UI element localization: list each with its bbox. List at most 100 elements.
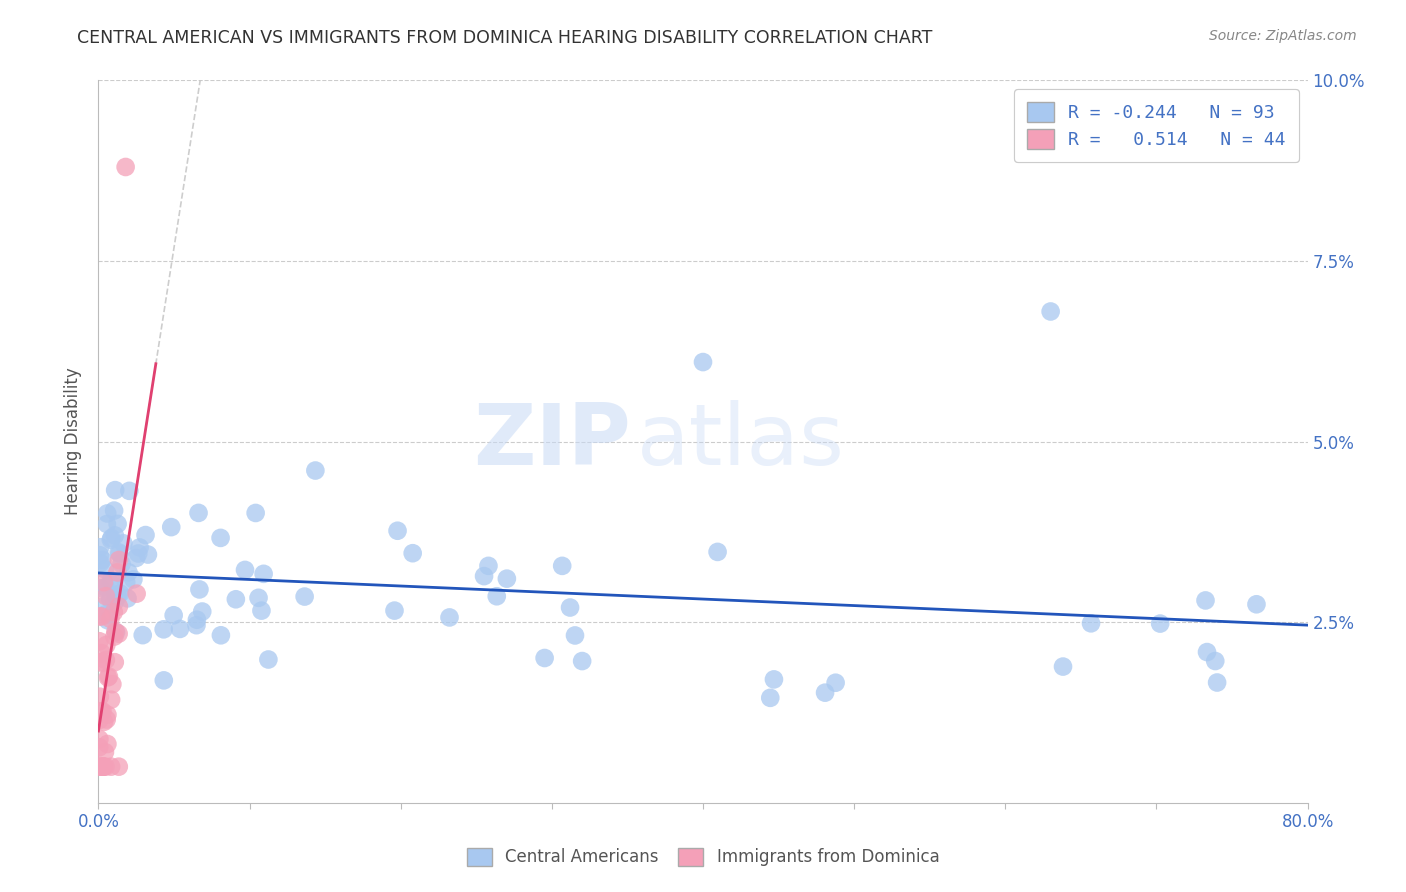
Point [551,558,574,573]
Point [384,604,406,618]
Point [706,545,728,559]
Point [122,572,145,586]
Point [824,675,846,690]
Point [100,760,122,774]
Point [163,608,186,623]
Point [186,618,208,632]
Point [250,604,273,618]
Point [402,546,425,560]
Point [1080,616,1102,631]
Point [104,483,127,497]
Point [485,589,508,603]
Point [97,613,120,627]
Point [94,760,117,774]
Point [304,464,326,478]
Point [108,547,131,561]
Point [100,612,122,626]
Point [89,549,111,563]
Text: CENTRAL AMERICAN VS IMMIGRANTS FROM DOMINICA HEARING DISABILITY CORRELATION CHAR: CENTRAL AMERICAN VS IMMIGRANTS FROM DOMI… [77,29,932,46]
Point [91,553,114,567]
Point [153,673,176,688]
Point [104,588,127,602]
Point [477,558,499,573]
Point [571,654,593,668]
Point [245,506,267,520]
Point [117,566,139,580]
Point [814,686,837,700]
Point [96,607,118,621]
Point [108,553,131,567]
Point [564,628,586,642]
Point [152,623,174,637]
Text: Source: ZipAtlas.com: Source: ZipAtlas.com [1209,29,1357,43]
Point [94,745,117,759]
Point [209,628,232,642]
Point [93,599,115,613]
Point [692,355,714,369]
Point [105,566,128,580]
Point [91,655,114,669]
Point [89,556,111,570]
Point [169,622,191,636]
Point [105,625,128,640]
Point [91,760,114,774]
Point [233,563,256,577]
Point [1052,659,1074,673]
Point [91,704,114,718]
Point [90,760,112,774]
Point [94,580,117,594]
Point [90,704,112,718]
Point [104,528,127,542]
Point [94,562,117,576]
Point [1206,675,1229,690]
Point [93,714,115,729]
Point [160,520,183,534]
Point [558,600,581,615]
Point [105,589,128,603]
Point [472,569,495,583]
Point [127,547,149,561]
Point [112,536,135,550]
Text: atlas: atlas [637,400,845,483]
Point [533,651,555,665]
Point [107,545,129,559]
Point [100,531,122,545]
Point [93,760,115,774]
Point [96,707,118,722]
Point [107,516,129,531]
Point [105,588,128,602]
Point [89,690,111,704]
Point [104,655,127,669]
Point [105,590,128,604]
Point [90,581,112,595]
Legend: R = -0.244   N = 93, R =   0.514   N = 44: R = -0.244 N = 93, R = 0.514 N = 44 [1014,89,1299,161]
Point [1194,593,1216,607]
Point [252,566,274,581]
Point [110,557,132,571]
Point [90,609,112,624]
Point [94,589,117,603]
Point [107,626,129,640]
Point [191,605,214,619]
Point [128,541,150,555]
Point [104,595,127,609]
Point [96,516,118,531]
Point [188,582,211,597]
Point [89,540,111,554]
Point [118,483,141,498]
Point [101,677,124,691]
Point [117,591,139,606]
Point [103,630,125,644]
Point [1195,645,1218,659]
Point [115,575,138,590]
Point [759,690,782,705]
Point [108,586,131,600]
Point [294,590,316,604]
Point [89,732,111,747]
Point [135,528,157,542]
Point [89,760,111,774]
Point [100,533,122,547]
Point [89,609,111,624]
Point [186,613,208,627]
Point [103,605,125,619]
